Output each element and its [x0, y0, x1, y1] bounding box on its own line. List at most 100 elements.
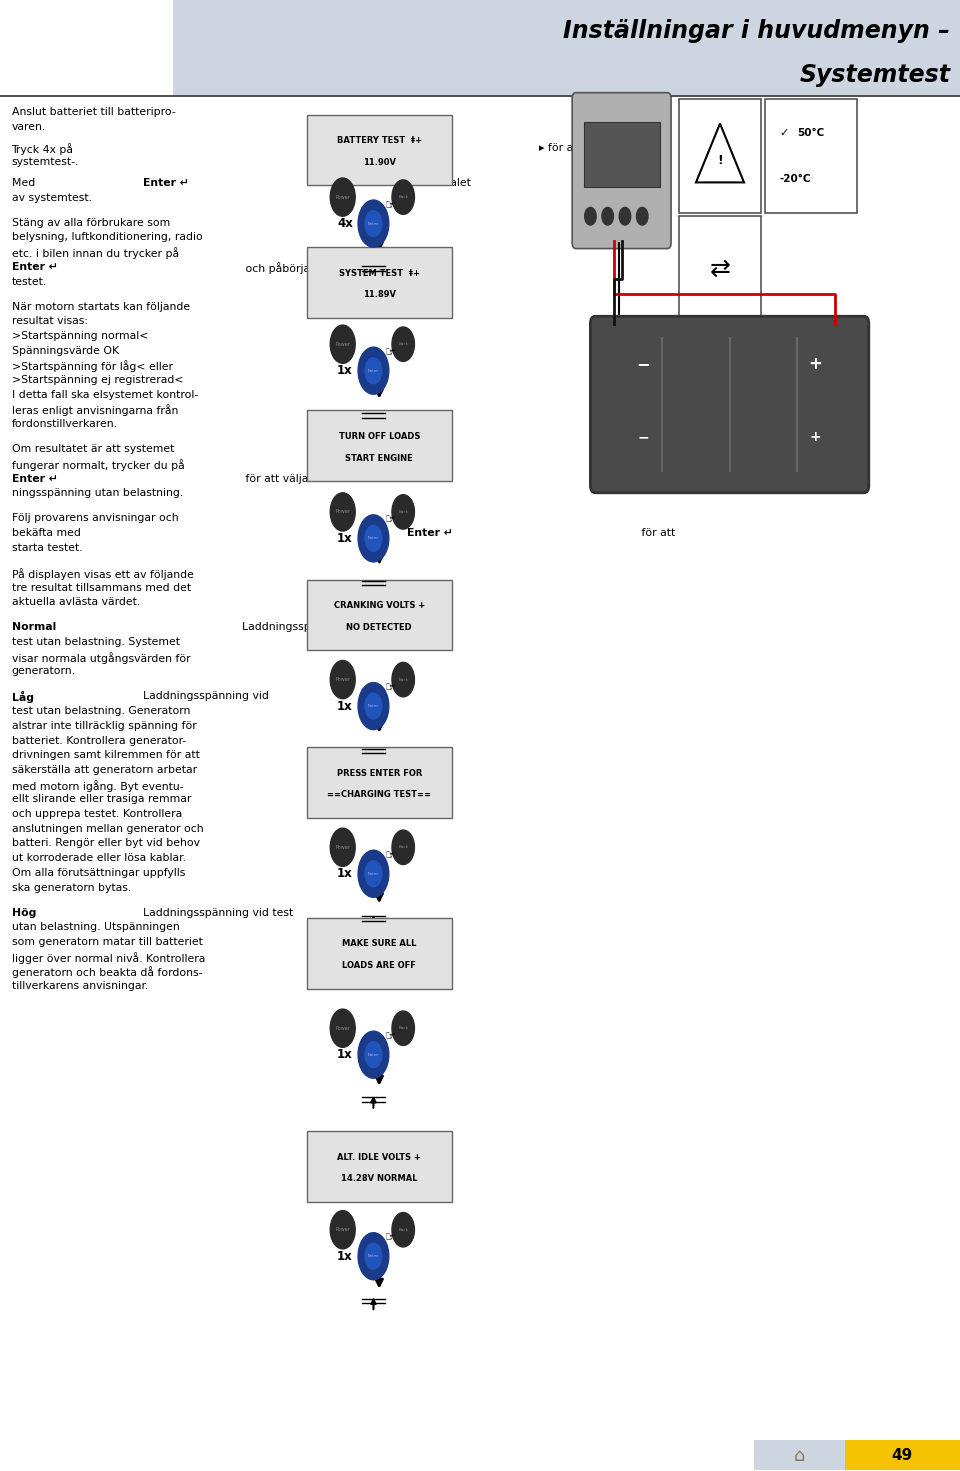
Circle shape	[392, 1011, 415, 1046]
Text: +: +	[808, 355, 823, 374]
Circle shape	[365, 1041, 382, 1068]
Text: 1x: 1x	[337, 1049, 352, 1061]
Text: 1x: 1x	[337, 1250, 352, 1262]
Text: bekäftar du valet: bekäftar du valet	[374, 178, 470, 188]
Text: CRANKING VOLTS +: CRANKING VOLTS +	[333, 602, 425, 610]
Circle shape	[392, 1212, 415, 1247]
Text: drivningen samt kilremmen för att: drivningen samt kilremmen för att	[12, 750, 200, 761]
Text: Stäng av alla förbrukare som: Stäng av alla förbrukare som	[12, 218, 170, 228]
Text: Back: Back	[398, 510, 408, 513]
Text: och upprepa testet. Kontrollera: och upprepa testet. Kontrollera	[12, 809, 181, 819]
Circle shape	[365, 861, 382, 887]
FancyBboxPatch shape	[590, 316, 869, 493]
Text: Back: Back	[398, 1228, 408, 1231]
Circle shape	[392, 179, 415, 215]
Text: TURN OFF LOADS: TURN OFF LOADS	[339, 432, 420, 441]
Text: MAKE SURE ALL: MAKE SURE ALL	[342, 940, 417, 949]
Circle shape	[358, 347, 389, 394]
Text: 1x: 1x	[337, 868, 352, 880]
Text: När motorn startats kan följande: När motorn startats kan följande	[12, 302, 190, 312]
Text: På displayen visas ett av följande: På displayen visas ett av följande	[12, 568, 193, 580]
Text: tre resultat tillsammans med det: tre resultat tillsammans med det	[12, 583, 191, 593]
Text: ska generatorn bytas.: ska generatorn bytas.	[12, 883, 131, 893]
Circle shape	[392, 830, 415, 865]
Text: LOADS ARE OFF: LOADS ARE OFF	[343, 961, 416, 969]
Text: Enter: Enter	[368, 1255, 379, 1258]
Circle shape	[365, 525, 382, 552]
FancyBboxPatch shape	[679, 216, 761, 321]
Circle shape	[619, 207, 631, 225]
Circle shape	[358, 1233, 389, 1280]
Text: ALT. IDLE VOLTS +: ALT. IDLE VOLTS +	[337, 1153, 421, 1162]
Text: 1x: 1x	[337, 533, 352, 544]
Text: tillverkarens anvisningar.: tillverkarens anvisningar.	[12, 981, 148, 991]
Text: Enter: Enter	[368, 872, 379, 875]
Text: ningsspänning utan belastning.: ningsspänning utan belastning.	[12, 488, 182, 499]
Text: +: +	[810, 430, 822, 444]
Text: Enter ↵: Enter ↵	[12, 262, 58, 272]
Text: 11.89V: 11.89V	[363, 290, 396, 299]
Circle shape	[636, 207, 648, 225]
FancyBboxPatch shape	[307, 918, 451, 989]
Circle shape	[365, 357, 382, 384]
Text: Hög: Hög	[12, 908, 39, 918]
Circle shape	[330, 660, 355, 699]
Text: Enter: Enter	[368, 705, 379, 708]
Circle shape	[392, 662, 415, 697]
Text: >Startspänning för låg< eller: >Startspänning för låg< eller	[12, 360, 173, 372]
Text: NO DETECTED: NO DETECTED	[347, 622, 412, 631]
Text: Med: Med	[12, 178, 38, 188]
Text: aktuella avlästa värdet.: aktuella avlästa värdet.	[12, 597, 140, 608]
FancyBboxPatch shape	[765, 99, 857, 213]
Text: SYSTEM TEST  ‡+: SYSTEM TEST ‡+	[339, 269, 420, 278]
Text: BATTERY TEST  ‡+: BATTERY TEST ‡+	[337, 137, 421, 146]
Text: resultat visas:: resultat visas:	[12, 316, 87, 327]
Text: ☞: ☞	[385, 346, 396, 359]
Text: ☞: ☞	[385, 513, 396, 527]
Text: ✓: ✓	[780, 128, 789, 138]
Text: PRESS ENTER FOR: PRESS ENTER FOR	[337, 769, 421, 778]
Text: Anslut batteriet till batteripro-: Anslut batteriet till batteripro-	[12, 107, 176, 118]
Text: fordonstillverkaren.: fordonstillverkaren.	[12, 419, 117, 430]
Text: Enter: Enter	[368, 369, 379, 372]
Text: Power: Power	[335, 677, 350, 683]
Circle shape	[358, 850, 389, 897]
Text: ☞: ☞	[385, 1030, 396, 1043]
Text: Om resultatet är att systemet: Om resultatet är att systemet	[12, 444, 174, 455]
Text: 1x: 1x	[337, 365, 352, 377]
Text: Power: Power	[335, 1227, 350, 1233]
Text: Enter: Enter	[368, 537, 379, 540]
Text: ⌂: ⌂	[794, 1446, 805, 1465]
FancyBboxPatch shape	[307, 747, 451, 818]
Text: batteri. Rengör eller byt vid behov: batteri. Rengör eller byt vid behov	[12, 838, 200, 849]
Text: Laddningsspänning vid test: Laddningsspänning vid test	[143, 908, 294, 918]
Text: 4x: 4x	[337, 218, 353, 229]
Text: Enter ↵: Enter ↵	[407, 528, 453, 538]
Text: Back: Back	[398, 846, 408, 849]
Text: för att: för att	[637, 528, 675, 538]
Text: fungerar normalt, trycker du på: fungerar normalt, trycker du på	[12, 459, 184, 471]
Text: anslutningen mellan generator och: anslutningen mellan generator och	[12, 824, 204, 834]
Text: säkerställa att generatorn arbetar: säkerställa att generatorn arbetar	[12, 765, 197, 775]
Text: Enter ↵: Enter ↵	[143, 178, 189, 188]
Text: ⇄: ⇄	[709, 256, 731, 281]
Text: START ENGINE: START ENGINE	[346, 453, 413, 462]
Text: utan belastning. Utspänningen: utan belastning. Utspänningen	[12, 922, 180, 933]
Text: varen.: varen.	[12, 122, 46, 132]
Text: Låg: Låg	[12, 691, 37, 703]
Text: −: −	[636, 355, 651, 374]
Text: >Startspänning normal<: >Startspänning normal<	[12, 331, 148, 341]
Text: Back: Back	[398, 1027, 408, 1030]
FancyBboxPatch shape	[572, 93, 671, 249]
Circle shape	[330, 178, 355, 216]
Text: av systemtest.: av systemtest.	[12, 193, 91, 203]
Text: 50°C: 50°C	[797, 128, 824, 138]
Text: starta testet.: starta testet.	[12, 543, 83, 553]
Text: Back: Back	[398, 343, 408, 346]
Text: Tryck 4x på: Tryck 4x på	[12, 143, 77, 154]
Text: Systemtest: Systemtest	[800, 63, 950, 87]
Text: Enter: Enter	[368, 1053, 379, 1056]
Text: Spänningsvärde OK: Spänningsvärde OK	[12, 346, 119, 356]
Text: alstrar inte tillräcklig spänning för: alstrar inte tillräcklig spänning för	[12, 721, 196, 731]
Text: testet.: testet.	[12, 277, 47, 287]
